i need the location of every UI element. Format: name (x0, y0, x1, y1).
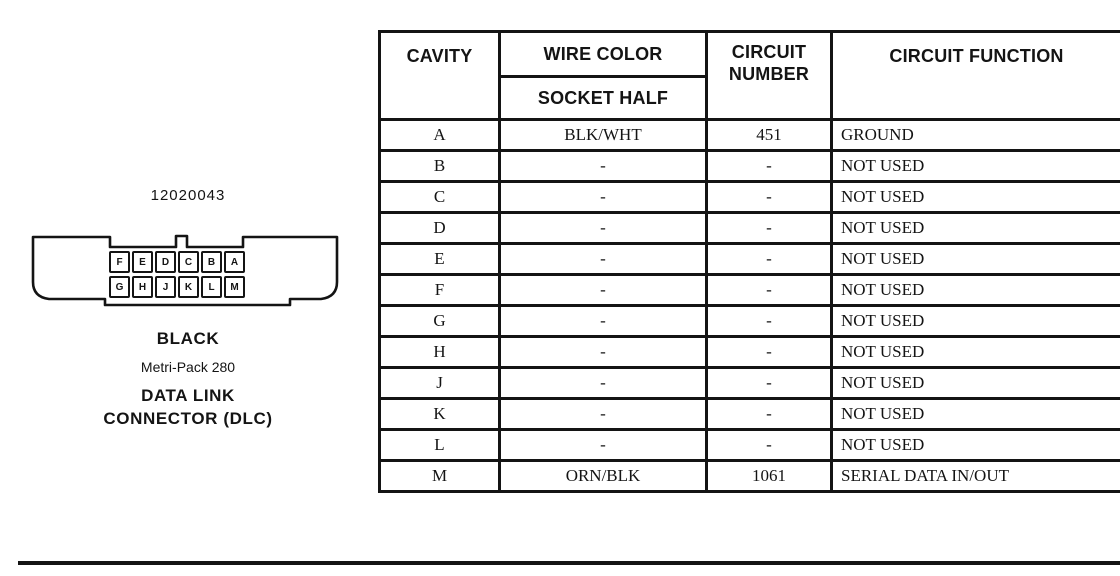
pin-e: E (132, 251, 153, 273)
wire-color-cell: - (498, 304, 708, 338)
circuit-function-cell: NOT USED (830, 304, 1120, 338)
connector-name-line1: DATA LINK (141, 386, 235, 405)
circuit-function-cell: NOT USED (830, 211, 1120, 245)
circuit-number-cell: - (705, 211, 833, 245)
pin-g: G (109, 276, 130, 298)
table-row: E - - NOT USED (378, 242, 1120, 276)
wire-color-cell: - (498, 180, 708, 214)
header-circuit-function: CIRCUIT FUNCTION (830, 30, 1120, 121)
table-row: F - - NOT USED (378, 273, 1120, 307)
header-cavity: CAVITY (378, 30, 501, 121)
table-row: C - - NOT USED (378, 180, 1120, 214)
cavity-cell: C (378, 180, 501, 214)
circuit-function-cell: NOT USED (830, 397, 1120, 431)
circuit-number-cell: - (705, 149, 833, 183)
circuit-function-cell: NOT USED (830, 335, 1120, 369)
wire-color-cell: - (498, 366, 708, 400)
header-circuit-number-line2: NUMBER (728, 63, 810, 84)
pin-m: M (224, 276, 245, 298)
circuit-number-cell: - (705, 397, 833, 431)
wire-color-cell: BLK/WHT (498, 118, 708, 152)
circuit-number-cell: - (705, 335, 833, 369)
connector-part-number: 12020043 (150, 187, 226, 204)
circuit-function-cell: SERIAL DATA IN/OUT (830, 459, 1120, 493)
wire-color-cell: ORN/BLK (498, 459, 708, 493)
cavity-cell: F (378, 273, 501, 307)
pin-l: L (201, 276, 222, 298)
pinout-table: CAVITY WIRE COLOR CIRCUIT NUMBER CIRCUIT… (378, 30, 1120, 493)
circuit-number-cell: - (705, 428, 833, 462)
table-header: CAVITY WIRE COLOR CIRCUIT NUMBER CIRCUIT… (378, 30, 1120, 121)
header-circuit-number-line1: CIRCUIT (731, 42, 807, 62)
table-row: J - - NOT USED (378, 366, 1120, 400)
table-row: D - - NOT USED (378, 211, 1120, 245)
wire-color-cell: - (498, 273, 708, 307)
header-wire-color: WIRE COLOR (498, 30, 708, 78)
pin-j: J (155, 276, 176, 298)
wire-color-cell: - (498, 242, 708, 276)
circuit-function-cell: GROUND (830, 118, 1120, 152)
wire-color-cell: - (498, 397, 708, 431)
cavity-cell: E (378, 242, 501, 276)
table-row: L - - NOT USED (378, 428, 1120, 462)
cavity-cell: B (378, 149, 501, 183)
wire-color-cell: - (498, 335, 708, 369)
circuit-function-cell: NOT USED (830, 149, 1120, 183)
bottom-rule (18, 561, 1120, 565)
circuit-function-cell: NOT USED (830, 180, 1120, 214)
circuit-number-cell: 451 (705, 118, 833, 152)
circuit-function-cell: NOT USED (830, 273, 1120, 307)
circuit-function-cell: NOT USED (830, 366, 1120, 400)
circuit-number-cell: 1061 (705, 459, 833, 493)
table-row: G - - NOT USED (378, 304, 1120, 338)
table-row: B - - NOT USED (378, 149, 1120, 183)
cavity-cell: A (378, 118, 501, 152)
circuit-number-cell: - (705, 273, 833, 307)
pin-a: A (224, 251, 245, 273)
pin-h: H (132, 276, 153, 298)
cavity-cell: G (378, 304, 501, 338)
circuit-number-cell: - (705, 180, 833, 214)
table-row: M ORN/BLK 1061 SERIAL DATA IN/OUT (378, 459, 1120, 493)
circuit-number-cell: - (705, 366, 833, 400)
circuit-function-cell: NOT USED (830, 242, 1120, 276)
circuit-function-cell: NOT USED (830, 428, 1120, 462)
cavity-cell: H (378, 335, 501, 369)
pin-f: F (109, 251, 130, 273)
table-row: K - - NOT USED (378, 397, 1120, 431)
pin-k: K (178, 276, 199, 298)
table-row: H - - NOT USED (378, 335, 1120, 369)
circuit-number-cell: - (705, 304, 833, 338)
wire-color-cell: - (498, 149, 708, 183)
pin-b: B (201, 251, 222, 273)
cavity-cell: D (378, 211, 501, 245)
connector-name-line2: CONNECTOR (DLC) (103, 409, 273, 428)
header-socket-half: SOCKET HALF (498, 75, 708, 121)
circuit-number-cell: - (705, 242, 833, 276)
table-row: A BLK/WHT 451 GROUND (378, 118, 1120, 152)
pin-c: C (178, 251, 199, 273)
header-circuit-number: CIRCUIT NUMBER (705, 30, 833, 121)
cavity-cell: M (378, 459, 501, 493)
connector-color-label: BLACK (156, 329, 220, 348)
wire-color-cell: - (498, 428, 708, 462)
table-body: A BLK/WHT 451 GROUND B - - NOT USED C - - NOT USED D… (378, 118, 1120, 493)
cavity-cell: K (378, 397, 501, 431)
connector-series-label: Metri-Pack 280 (140, 359, 236, 375)
cavity-cell: J (378, 366, 501, 400)
cavity-cell: L (378, 428, 501, 462)
pin-d: D (155, 251, 176, 273)
wire-color-cell: - (498, 211, 708, 245)
